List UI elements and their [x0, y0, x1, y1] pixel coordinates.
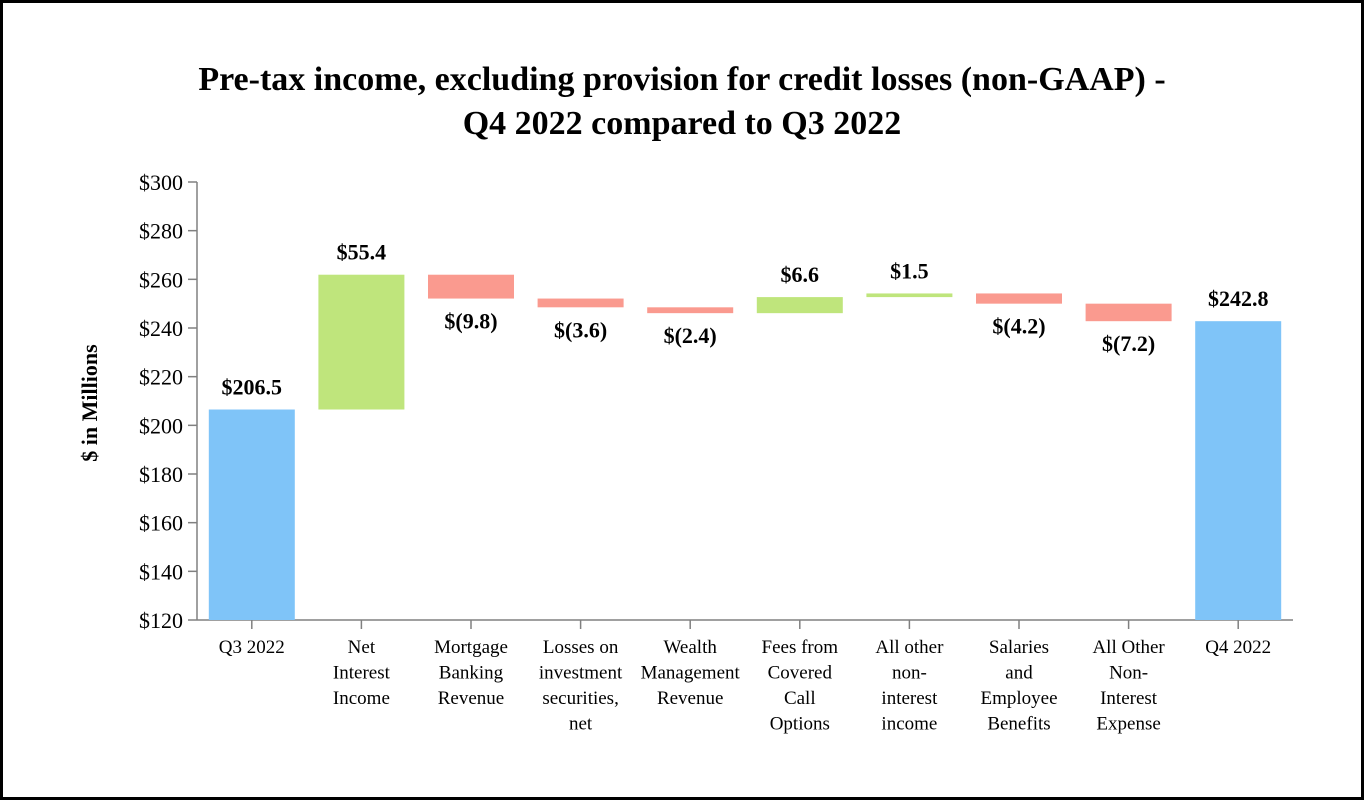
data-label: $6.6 — [781, 262, 820, 287]
bar — [208, 409, 295, 620]
data-label: $1.5 — [890, 258, 929, 283]
bar — [866, 293, 953, 298]
data-label: $242.8 — [1208, 286, 1269, 311]
x-axis: Q3 2022 Net Interest Income Mortgage Banking R… — [197, 619, 1293, 735]
y-axis-title: $ in Millions — [77, 344, 102, 462]
bar — [756, 297, 843, 314]
chart-title: Pre-tax income, excluding provision for … — [0, 58, 1364, 146]
data-label: $(2.4) — [664, 323, 717, 348]
bar — [976, 293, 1062, 304]
data-label: $55.4 — [337, 240, 387, 265]
y-tick-label: $160 — [139, 511, 183, 536]
x-category-label: Q4 2022 — [1205, 637, 1271, 658]
x-category-label: All Other Non-Interest Expense — [1092, 637, 1165, 735]
data-label: $(7.2) — [1102, 331, 1155, 356]
bar — [647, 307, 734, 314]
chart-title-line-2: Q4 2022 compared to Q3 2022 — [462, 105, 902, 142]
data-label: $(9.8) — [444, 309, 497, 334]
y-tick-label: $220 — [139, 365, 183, 390]
x-category-label: Wealth Management Revenue — [641, 637, 741, 709]
x-category-label: Q3 2022 — [219, 637, 285, 658]
x-category-label: Mortgage Banking Revenue — [434, 637, 508, 709]
chart-title-line-1: Pre-tax income, excluding provision for … — [198, 61, 1166, 98]
bar — [318, 274, 405, 410]
data-label: $(4.2) — [992, 314, 1045, 339]
bars — [208, 274, 1282, 620]
bar — [1085, 303, 1172, 322]
y-tick-label: $140 — [139, 559, 183, 584]
data-labels: $206.5 $55.4 $(9.8) $(3.6) $(2.4) $6.6 $1.5 $(4… — [222, 240, 1269, 400]
y-tick-label: $260 — [139, 267, 183, 292]
data-label: $206.5 — [222, 375, 283, 400]
y-tick-label: $300 — [139, 170, 183, 195]
bar — [537, 298, 624, 308]
y-tick-label: $120 — [139, 608, 183, 633]
bar — [1195, 321, 1282, 620]
x-category-label: Fees from Covered Call Options — [762, 637, 839, 735]
y-tick-label: $240 — [139, 316, 183, 341]
y-tick-label: $180 — [139, 462, 183, 487]
y-axis: $120 $140 $160 $180 $200 $220 $240 $260 $280 $300 — [139, 170, 198, 633]
x-category-label: Net Interest Income — [333, 637, 391, 709]
data-label: $(3.6) — [554, 317, 607, 342]
x-category-label: Salaries and Employee Benefits — [980, 637, 1057, 735]
y-tick-label: $280 — [139, 219, 183, 244]
y-tick-label: $200 — [139, 413, 183, 438]
x-category-label: Losses on investment securities, net — [539, 637, 623, 735]
x-category-label: All other non-interest income — [875, 637, 944, 735]
bar — [428, 274, 514, 299]
